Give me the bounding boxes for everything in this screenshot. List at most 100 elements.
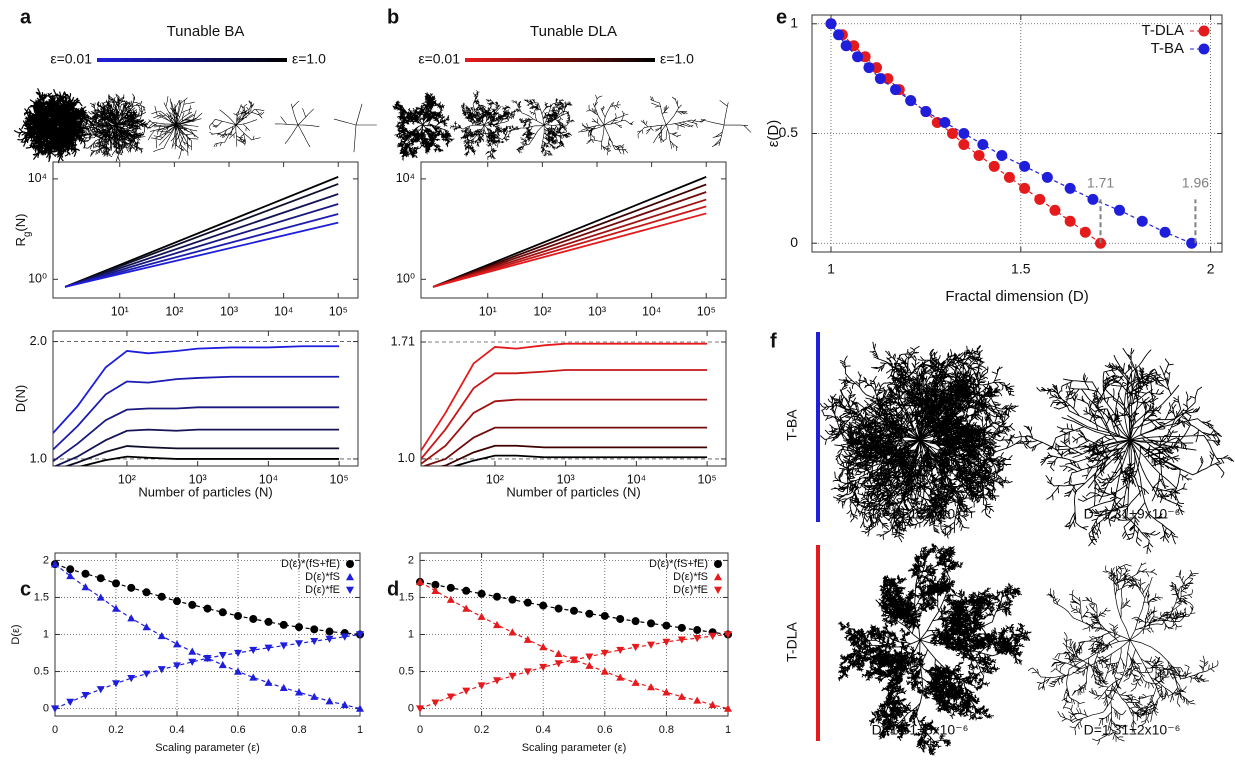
- y-tick-label: 2: [43, 554, 49, 566]
- marker: [310, 625, 319, 634]
- marker: [539, 643, 548, 651]
- panel-letter: f: [770, 330, 777, 352]
- marker: [662, 688, 671, 696]
- x-tick-label: 10⁵: [329, 304, 348, 318]
- legend-marker: [714, 560, 722, 568]
- marker: [863, 62, 875, 74]
- marker: [600, 649, 609, 658]
- marker: [203, 604, 212, 613]
- plot-frame: [420, 161, 727, 299]
- marker: [859, 51, 871, 63]
- y-axis-label: D(ε): [10, 624, 22, 644]
- marker: [662, 621, 671, 630]
- marker: [616, 646, 625, 655]
- series-line: [64, 176, 339, 288]
- marker: [81, 583, 90, 591]
- marker: [431, 580, 440, 589]
- marker: [677, 692, 686, 700]
- marker: [142, 623, 151, 631]
- marker: [825, 18, 837, 30]
- row-label: T-BA: [784, 409, 800, 441]
- marker: [1186, 237, 1198, 249]
- marker: [874, 73, 886, 85]
- x-tick-label: 2: [1207, 261, 1215, 277]
- x-tick-label: 10⁴: [627, 472, 646, 486]
- series-line: [64, 221, 339, 288]
- series-line: [421, 426, 708, 466]
- marker: [840, 40, 852, 52]
- marker: [508, 672, 517, 680]
- marker: [1019, 160, 1031, 172]
- marker: [173, 597, 181, 606]
- marker: [523, 668, 532, 676]
- y-axis-label-part: ε(D): [765, 120, 782, 148]
- fractal-image: [637, 96, 706, 151]
- marker: [539, 601, 548, 610]
- marker: [647, 619, 655, 628]
- fractal-image: [79, 93, 151, 162]
- marker: [631, 678, 640, 686]
- marker: [616, 614, 625, 623]
- y-tick-label: 10⁰: [28, 272, 47, 286]
- x-tick-label: 10⁵: [697, 304, 716, 318]
- marker: [295, 688, 303, 696]
- marker: [279, 620, 288, 629]
- y-axis-label: Rg(N): [13, 214, 33, 247]
- fractal-image: [700, 100, 752, 148]
- marker: [264, 644, 273, 652]
- marker: [218, 660, 227, 669]
- marker: [96, 686, 105, 694]
- marker: [356, 704, 364, 712]
- y-axis-label-part: D(ε): [10, 624, 22, 644]
- marker: [905, 95, 917, 107]
- annotation-label: 1.71: [1087, 175, 1114, 191]
- series-line: [53, 375, 340, 451]
- marker: [493, 620, 501, 629]
- marker: [585, 609, 594, 618]
- x-tick-label: 10⁴: [259, 472, 278, 486]
- marker: [127, 614, 136, 622]
- marker: [1159, 226, 1171, 238]
- y-tick-label: 1.5: [34, 591, 49, 603]
- x-tick-label: 10⁴: [274, 304, 293, 318]
- marker: [188, 647, 197, 655]
- marker: [1114, 204, 1125, 216]
- x-tick-label: 10²: [533, 304, 551, 318]
- marker: [310, 692, 319, 700]
- legend-label: T-BA: [1151, 40, 1184, 57]
- marker: [523, 635, 532, 643]
- fractal-image: [13, 88, 95, 164]
- legend-label: D(ε)*(fS+fE): [649, 558, 708, 570]
- marker: [996, 149, 1008, 161]
- marker: [1079, 226, 1091, 238]
- marker: [96, 574, 105, 583]
- y-axis-label: ε(D): [765, 120, 782, 148]
- row-bar: [816, 332, 820, 522]
- series-line: [64, 203, 339, 288]
- marker: [310, 637, 319, 646]
- marker: [462, 586, 471, 595]
- fractal-image: [1027, 562, 1219, 745]
- marker: [264, 678, 273, 686]
- x-tick-label: 10²: [486, 472, 504, 486]
- marker: [693, 626, 702, 635]
- marker: [631, 617, 640, 626]
- fractal-image: [449, 90, 517, 161]
- x-tick-label: 0: [52, 724, 58, 736]
- marker: [939, 117, 951, 129]
- y-tick-label: 0.5: [779, 124, 799, 140]
- marker: [833, 29, 845, 41]
- y-tick-label: 2.0: [30, 334, 47, 348]
- marker: [203, 655, 212, 663]
- marker: [890, 84, 902, 96]
- y-tick-label: 2: [408, 554, 414, 566]
- x-tick-label: 0.8: [291, 724, 306, 736]
- y-tick-label: 1.71: [391, 334, 415, 348]
- marker: [431, 699, 440, 707]
- y-tick-label: 1: [408, 628, 414, 640]
- panel-letter: c: [20, 578, 31, 600]
- marker: [585, 653, 594, 661]
- fractal-image: [837, 543, 1032, 756]
- marker: [218, 608, 227, 617]
- legend-marker: [714, 573, 722, 581]
